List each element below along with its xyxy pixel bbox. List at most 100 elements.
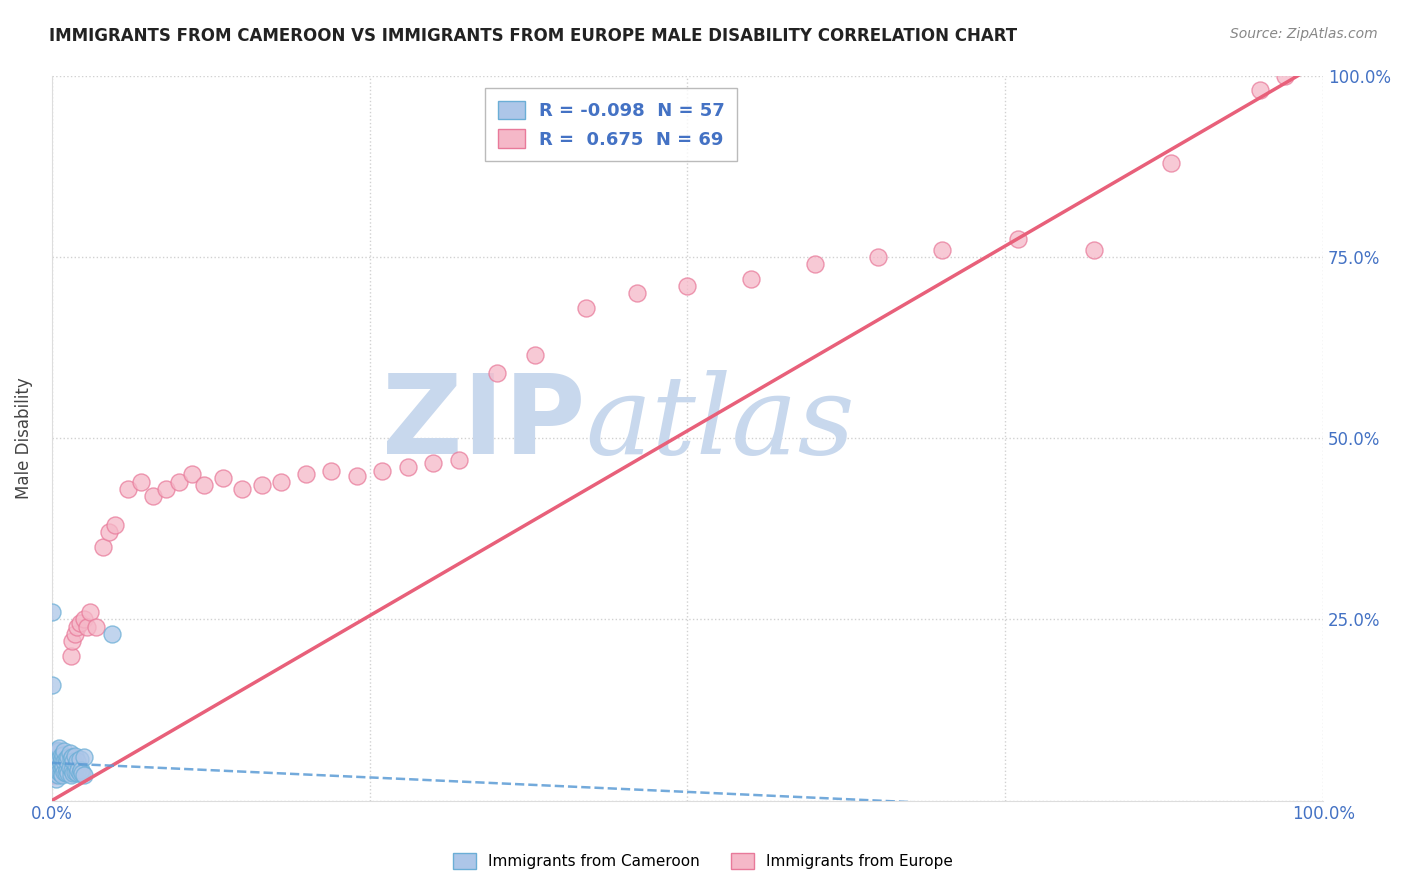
Legend: R = -0.098  N = 57, R =  0.675  N = 69: R = -0.098 N = 57, R = 0.675 N = 69: [485, 88, 737, 161]
Point: [53, 751, 76, 765]
Point: [129, 475, 152, 489]
Point: [41, 764, 63, 779]
Point: [62, 754, 84, 768]
Point: [49, 766, 72, 780]
Text: Source: ZipAtlas.com: Source: ZipAtlas.com: [1230, 27, 1378, 41]
Text: ZIP: ZIP: [382, 370, 586, 477]
Point: [58, 747, 80, 761]
Point: [84, 619, 107, 633]
Point: [1007, 232, 1029, 246]
Point: [58, 759, 80, 773]
Point: [49, 764, 72, 779]
Point: [53, 754, 76, 768]
Point: [60, 750, 83, 764]
Point: [51, 750, 73, 764]
Point: [62, 766, 84, 780]
Point: [42, 754, 65, 768]
Point: [231, 482, 253, 496]
Point: [1083, 243, 1105, 257]
Point: [104, 518, 127, 533]
Point: [42, 750, 65, 764]
Point: [523, 348, 546, 362]
Point: [63, 748, 86, 763]
Point: [44, 754, 66, 768]
Point: [53, 744, 76, 758]
Point: [1160, 155, 1182, 169]
Point: [97, 525, 120, 540]
Point: [51, 752, 73, 766]
Point: [193, 478, 215, 492]
Point: [52, 761, 75, 775]
Point: [56, 763, 79, 777]
Point: [44, 750, 66, 764]
Point: [70, 763, 93, 777]
Point: [55, 766, 77, 780]
Point: [212, 471, 235, 485]
Point: [48, 741, 70, 756]
Point: [72, 750, 94, 764]
Point: [48, 766, 70, 780]
Point: [46, 768, 69, 782]
Point: [45, 743, 67, 757]
Point: [72, 612, 94, 626]
Point: [45, 763, 67, 777]
Point: [48, 747, 70, 761]
Point: [46, 763, 69, 777]
Point: [45, 747, 67, 761]
Point: [42, 766, 65, 780]
Point: [1249, 83, 1271, 97]
Point: [46, 757, 69, 772]
Point: [48, 751, 70, 765]
Point: [44, 766, 66, 780]
Point: [58, 751, 80, 765]
Point: [346, 468, 368, 483]
Point: [868, 250, 890, 264]
Point: [72, 768, 94, 782]
Point: [52, 747, 75, 762]
Point: [51, 763, 73, 777]
Point: [55, 751, 77, 765]
Point: [65, 759, 87, 773]
Point: [56, 754, 79, 768]
Point: [45, 763, 67, 777]
Point: [66, 766, 89, 780]
Text: IMMIGRANTS FROM CAMEROON VS IMMIGRANTS FROM EUROPE MALE DISABILITY CORRELATION C: IMMIGRANTS FROM CAMEROON VS IMMIGRANTS F…: [49, 27, 1018, 45]
Point: [422, 457, 444, 471]
Point: [270, 475, 292, 489]
Point: [49, 756, 72, 770]
Point: [447, 452, 470, 467]
Point: [53, 764, 76, 779]
Point: [740, 271, 762, 285]
Y-axis label: Male Disability: Male Disability: [15, 377, 32, 499]
Point: [676, 278, 699, 293]
Point: [575, 301, 598, 315]
Point: [117, 482, 139, 496]
Point: [52, 759, 75, 773]
Point: [69, 766, 91, 780]
Point: [142, 489, 165, 503]
Legend: Immigrants from Cameroon, Immigrants from Europe: Immigrants from Cameroon, Immigrants fro…: [447, 847, 959, 875]
Point: [626, 286, 648, 301]
Point: [45, 766, 67, 780]
Point: [44, 768, 66, 782]
Point: [66, 754, 89, 768]
Point: [55, 757, 77, 772]
Point: [46, 754, 69, 768]
Point: [100, 627, 122, 641]
Point: [803, 257, 825, 271]
Point: [58, 761, 80, 775]
Point: [295, 467, 318, 482]
Point: [45, 761, 67, 775]
Point: [59, 751, 82, 765]
Point: [60, 634, 83, 648]
Point: [76, 619, 98, 633]
Point: [69, 751, 91, 765]
Point: [59, 768, 82, 782]
Point: [42, 764, 65, 779]
Point: [45, 772, 67, 786]
Point: [79, 605, 101, 619]
Point: [1274, 69, 1296, 83]
Point: [49, 754, 72, 768]
Point: [53, 764, 76, 779]
Point: [72, 766, 94, 780]
